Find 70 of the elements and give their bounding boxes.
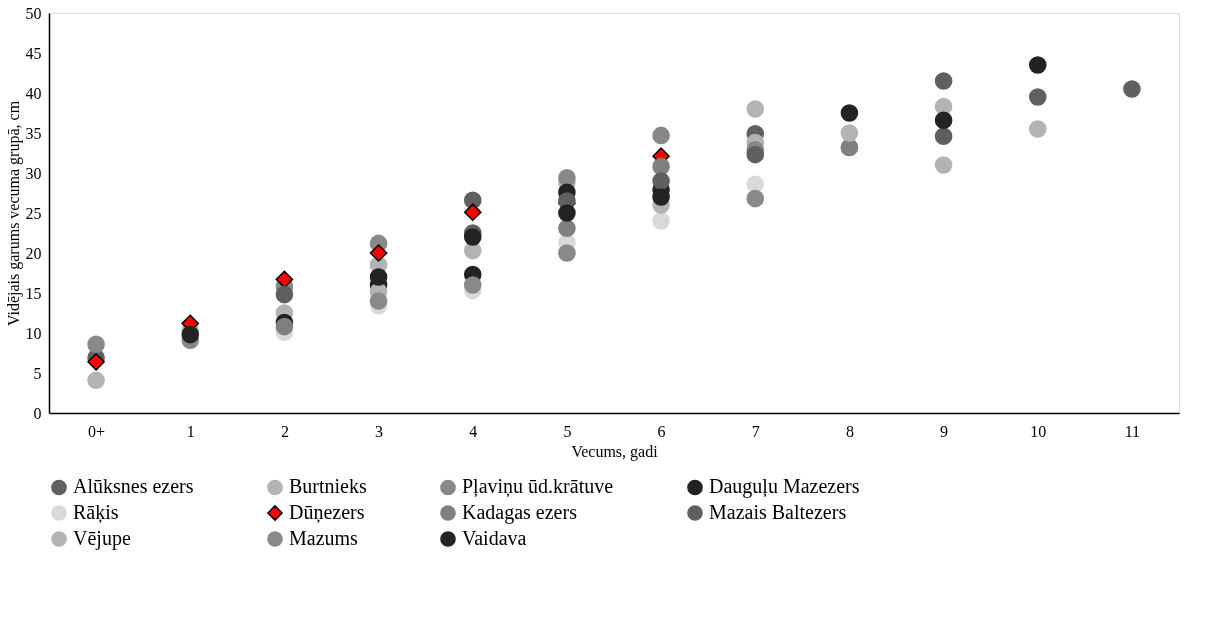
point <box>652 172 670 190</box>
point <box>369 292 388 310</box>
legend-label: Mazais Baltezers <box>709 501 847 523</box>
point <box>746 189 765 208</box>
legend-label: Vējupe <box>73 527 131 550</box>
point <box>840 124 859 142</box>
x-tick-label: 3 <box>375 422 384 440</box>
y-tick-label: 0 <box>33 404 42 422</box>
point <box>558 204 576 222</box>
point <box>369 244 388 262</box>
legend-label: Burtnieks <box>289 475 367 498</box>
x-axis-title: Vecums, gadi <box>571 442 659 461</box>
legend-label: Rāķis <box>73 501 119 524</box>
x-tick-label: 2 <box>280 422 289 440</box>
y-axis-title: Vidējais garums vecuma grupā, cm <box>4 100 23 327</box>
point <box>463 228 482 246</box>
point <box>463 203 482 222</box>
point <box>652 157 670 176</box>
point <box>87 335 105 353</box>
x-tick-label: 4 <box>469 422 478 440</box>
point <box>181 325 200 344</box>
y-tick-label: 30 <box>25 164 42 182</box>
y-tick-label: 10 <box>25 324 42 342</box>
legend-label: Alūksnes ezers <box>73 475 194 498</box>
y-tick-label: 40 <box>25 84 42 102</box>
x-tick-label: 11 <box>1124 422 1141 440</box>
x-tick-label: 5 <box>563 422 572 440</box>
point <box>558 244 576 262</box>
legend-label: Dauguļu Mazezers <box>709 475 860 499</box>
point <box>1028 56 1047 74</box>
x-tick-label: 0+ <box>88 422 106 440</box>
point <box>558 219 576 237</box>
y-tick-label: 50 <box>25 4 42 22</box>
point <box>558 169 576 187</box>
point <box>934 111 953 129</box>
point <box>652 126 670 145</box>
y-tick-label: 5 <box>33 364 42 382</box>
point <box>934 72 953 90</box>
point <box>275 285 294 304</box>
y-tick-label: 20 <box>25 244 42 262</box>
point <box>746 145 765 164</box>
point <box>275 317 294 336</box>
y-tick-label: 45 <box>25 44 42 62</box>
point <box>1028 88 1047 106</box>
x-tick-label: 7 <box>751 422 760 440</box>
x-tick-label: 1 <box>186 422 195 440</box>
point <box>275 270 294 289</box>
point <box>652 212 670 230</box>
y-tick-label: 25 <box>25 204 42 222</box>
x-tick-label: 9 <box>940 422 949 440</box>
point <box>1123 80 1141 98</box>
point <box>934 156 953 174</box>
point <box>463 276 482 294</box>
point <box>1028 120 1047 138</box>
point <box>87 371 105 389</box>
point <box>87 352 105 371</box>
x-tick-label: 6 <box>657 422 666 440</box>
point <box>652 188 670 206</box>
y-tick-label: 35 <box>25 124 42 142</box>
legend-label: Mazums <box>289 527 359 549</box>
legend-label: Kadagas ezers <box>462 501 578 524</box>
point <box>840 104 859 122</box>
x-tick-label: 10 <box>1030 422 1047 440</box>
point <box>934 127 953 145</box>
x-tick-label: 8 <box>845 422 854 440</box>
y-tick-label: 15 <box>25 284 42 302</box>
legend-label: Dūņezers <box>289 501 365 524</box>
legend-label: Pļaviņu ūd.krātuve <box>462 475 614 499</box>
legend-label: Vaidava <box>462 527 527 549</box>
point <box>746 100 765 118</box>
